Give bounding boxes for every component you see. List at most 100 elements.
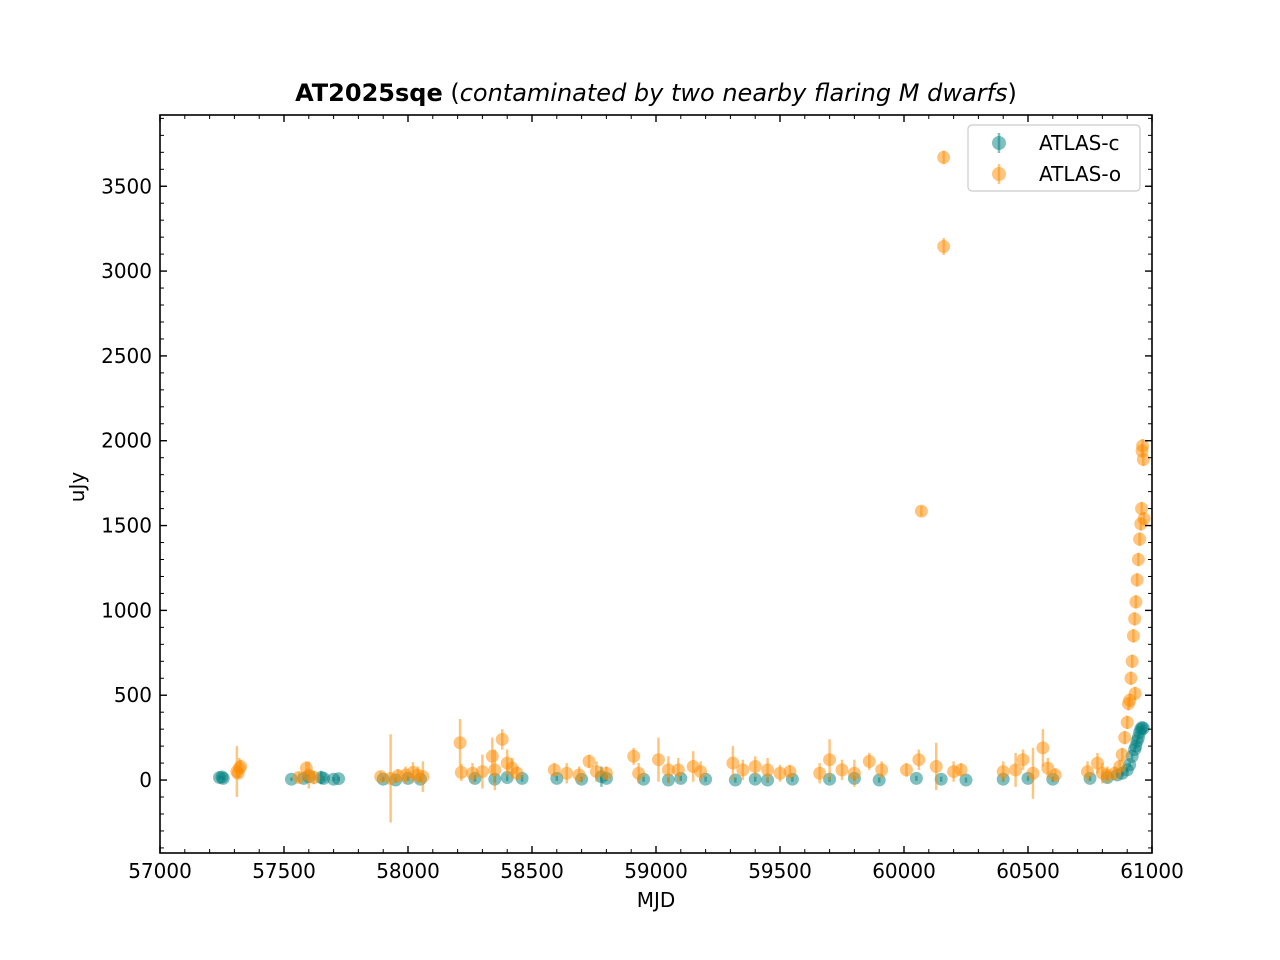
data-point [823,753,837,767]
data-point [959,773,973,787]
data-point [1090,756,1104,770]
data-point [1126,629,1140,643]
x-axis-label: MJD [637,888,676,912]
data-point [454,765,468,779]
data-point [453,736,467,750]
data-point [761,763,775,777]
data-point [560,766,574,780]
data-point [934,772,948,786]
data-point [1124,671,1138,685]
legend-label: ATLAS-c [1039,131,1120,155]
x-tick-label: 60000 [872,859,936,883]
data-point [374,770,388,784]
data-point [1136,721,1150,735]
data-point [1131,552,1145,566]
chart-title-close-paren: ) [1008,79,1017,107]
data-point [332,772,346,786]
series-ATLAS-o [230,150,1151,823]
y-axis-label: uJy [65,472,89,503]
data-point [1118,731,1132,745]
y-axis: 0 500 1000 1500 2000 2500 3000 3500 [101,117,1152,849]
data-point [589,765,603,779]
data-point [996,765,1010,779]
data-point [495,732,509,746]
data-point [510,766,524,780]
data-point [1128,687,1142,701]
y-tick-label: 1500 [101,514,152,538]
data-point [847,766,861,780]
data-point [914,504,928,518]
chart-title-open-paren: ( [443,79,460,107]
data-point [599,766,613,780]
data-point [572,768,586,782]
data-point [475,765,489,779]
data-point [1048,768,1062,782]
data-point [317,771,331,785]
x-tick-label: 60500 [996,859,1060,883]
legend: ATLAS-c ATLAS-o [967,124,1141,192]
data-point [582,754,596,768]
data-point [813,766,827,780]
chart-title: AT2025sqe (contaminated by two nearby fl… [295,79,1017,107]
data-point [862,754,876,768]
legend-marker [992,136,1006,150]
data-point [1136,439,1150,453]
chart-subtitle: contaminated by two nearby flaring M dwa… [460,79,1008,107]
data-point [1081,765,1095,779]
y-tick-label: 1000 [101,598,152,622]
data-point [1135,502,1149,516]
data-point [1130,573,1144,587]
y-tick-label: 500 [114,683,152,707]
data-point [1113,759,1127,773]
data-point [216,771,230,785]
data-point [488,763,502,777]
y-tick-label: 0 [139,768,152,792]
data-point [234,759,248,773]
y-tick-label: 3500 [101,174,152,198]
data-point [726,756,740,770]
data-point [1016,753,1030,767]
x-tick-label: 58500 [500,859,564,883]
data-point [748,772,762,786]
data-point [1136,452,1150,466]
data-point [937,150,951,164]
data-point [661,763,675,777]
data-point [736,763,750,777]
plot-area [213,150,1151,823]
data-point [1026,766,1040,780]
legend-entry: ATLAS-c [992,131,1120,155]
data-point [835,763,849,777]
data-point [1120,715,1134,729]
data-point [547,763,561,777]
data-point [929,759,943,773]
legend-marker [992,167,1006,181]
data-point [1115,748,1129,762]
data-point [1128,612,1142,626]
data-point [1036,741,1050,755]
data-point [632,766,646,780]
legend-entry: ATLAS-o [992,162,1121,186]
data-point [899,763,913,777]
data-point [783,765,797,779]
data-point [912,753,926,767]
data-point [465,766,479,780]
x-axis: 57000 57500 58000 58500 59000 59500 60000 60500… [128,115,1184,883]
x-tick-label: 59000 [624,859,688,883]
x-tick-label: 57500 [252,859,316,883]
axes-frame [159,114,1153,854]
data-point [307,771,321,785]
data-point [909,771,923,785]
x-tick-label: 59500 [748,859,812,883]
data-point [1129,595,1143,609]
x-tick-label: 61000 [1120,859,1184,883]
data-point [748,759,762,773]
data-point [292,771,306,785]
data-point [627,749,641,763]
data-point [1137,512,1151,526]
data-point [416,770,430,784]
data-point [671,763,685,777]
legend-box [967,124,1141,192]
y-tick-label: 2500 [101,344,152,368]
data-point [937,239,951,253]
